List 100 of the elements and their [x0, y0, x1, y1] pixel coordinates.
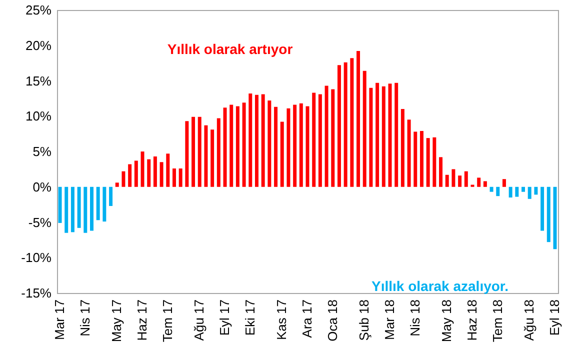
bar	[77, 186, 81, 228]
bar	[115, 182, 119, 187]
bar	[483, 181, 487, 187]
bar	[102, 186, 106, 222]
bar	[502, 179, 506, 187]
bar	[553, 186, 557, 250]
bar	[528, 186, 532, 199]
bar	[230, 104, 234, 187]
bar	[172, 168, 176, 187]
x-tick-label: Eki 17	[242, 300, 258, 336]
bar	[331, 89, 335, 187]
bar	[236, 106, 240, 187]
bar	[458, 176, 462, 187]
bar	[84, 186, 88, 233]
bar	[128, 164, 132, 187]
x-tick-label: Kas 17	[274, 300, 290, 340]
bar	[445, 174, 449, 187]
bar	[477, 178, 481, 187]
bar	[407, 120, 411, 187]
bar	[147, 159, 151, 187]
bar	[96, 186, 100, 220]
bar	[337, 65, 341, 187]
y-tick-label: 5%	[32, 144, 52, 159]
x-tick-label: Nis 17	[77, 300, 92, 336]
x-tick-label: Tem 18	[490, 300, 505, 342]
annotation: Yıllık olarak azalıyor.	[372, 278, 508, 294]
bar	[540, 186, 544, 231]
bar	[70, 186, 74, 232]
bar	[58, 186, 62, 223]
bar	[178, 168, 182, 187]
bar	[286, 108, 290, 187]
bar	[109, 186, 113, 206]
x-tick-label: Ara 17	[300, 300, 314, 338]
bar	[414, 132, 418, 187]
bar	[140, 152, 144, 187]
bar	[496, 186, 500, 196]
y-tick-label: -5%	[28, 214, 52, 230]
bar	[274, 106, 278, 187]
bar	[534, 186, 538, 195]
bar	[382, 86, 386, 187]
bar	[356, 51, 360, 187]
bar	[432, 137, 436, 187]
bar	[426, 138, 430, 187]
x-tick-label: May 17	[109, 300, 124, 342]
bar	[439, 157, 443, 187]
x-tick-label: Haz 18	[464, 300, 480, 341]
bar	[318, 94, 322, 187]
bar	[452, 169, 456, 187]
bar	[522, 186, 525, 192]
x-tick-label: Oca 18	[324, 300, 340, 342]
bar	[344, 62, 348, 187]
bar	[192, 116, 196, 187]
bar	[280, 122, 284, 187]
bar	[210, 130, 214, 187]
x-tick-label: Haz 17	[134, 300, 150, 341]
x-tick-label: Eyl 17	[217, 300, 232, 336]
bar	[261, 94, 265, 187]
bar	[299, 103, 303, 187]
x-tick-label: Eyl 18	[546, 300, 562, 336]
bar	[515, 186, 519, 197]
x-tick-label: Mar 18	[382, 300, 397, 340]
bar	[376, 82, 380, 187]
y-tick-label: 0%	[32, 179, 52, 194]
bar	[242, 102, 246, 187]
y-tick-label: 20%	[25, 38, 52, 53]
x-tick-label: Nis 18	[407, 300, 422, 336]
bar	[198, 116, 202, 187]
bar	[134, 160, 138, 187]
bar	[546, 186, 550, 242]
bar	[216, 118, 220, 187]
bar	[490, 186, 494, 192]
y-tick-label: 15%	[25, 73, 52, 88]
bar	[166, 154, 170, 187]
x-tick-label: Mar 17	[52, 300, 68, 340]
bar	[153, 156, 157, 187]
bar	[369, 88, 373, 187]
bar	[324, 86, 328, 187]
y-tick-label: -10%	[21, 250, 52, 266]
bar	[254, 94, 258, 187]
bar	[362, 70, 366, 187]
bar	[420, 130, 424, 187]
bar	[160, 162, 164, 187]
x-tick-label: Ağu 18	[522, 300, 537, 341]
bar	[64, 186, 68, 233]
bar	[248, 93, 252, 187]
x-tick-label: Tem 17	[160, 300, 175, 342]
bar	[508, 186, 512, 198]
bar	[185, 121, 189, 187]
bar	[293, 104, 297, 187]
bar	[312, 92, 316, 187]
y-tick-label: -15%	[21, 286, 52, 300]
bar	[464, 171, 468, 187]
bar	[400, 109, 404, 187]
bar	[204, 125, 208, 187]
bar	[394, 82, 398, 187]
y-tick-label: 10%	[25, 108, 52, 124]
bar	[350, 58, 354, 187]
x-tick-label: Ağu 17	[192, 300, 207, 341]
annotation: Yıllık olarak artıyor	[167, 41, 294, 57]
y-tick-label: 25%	[25, 2, 52, 18]
